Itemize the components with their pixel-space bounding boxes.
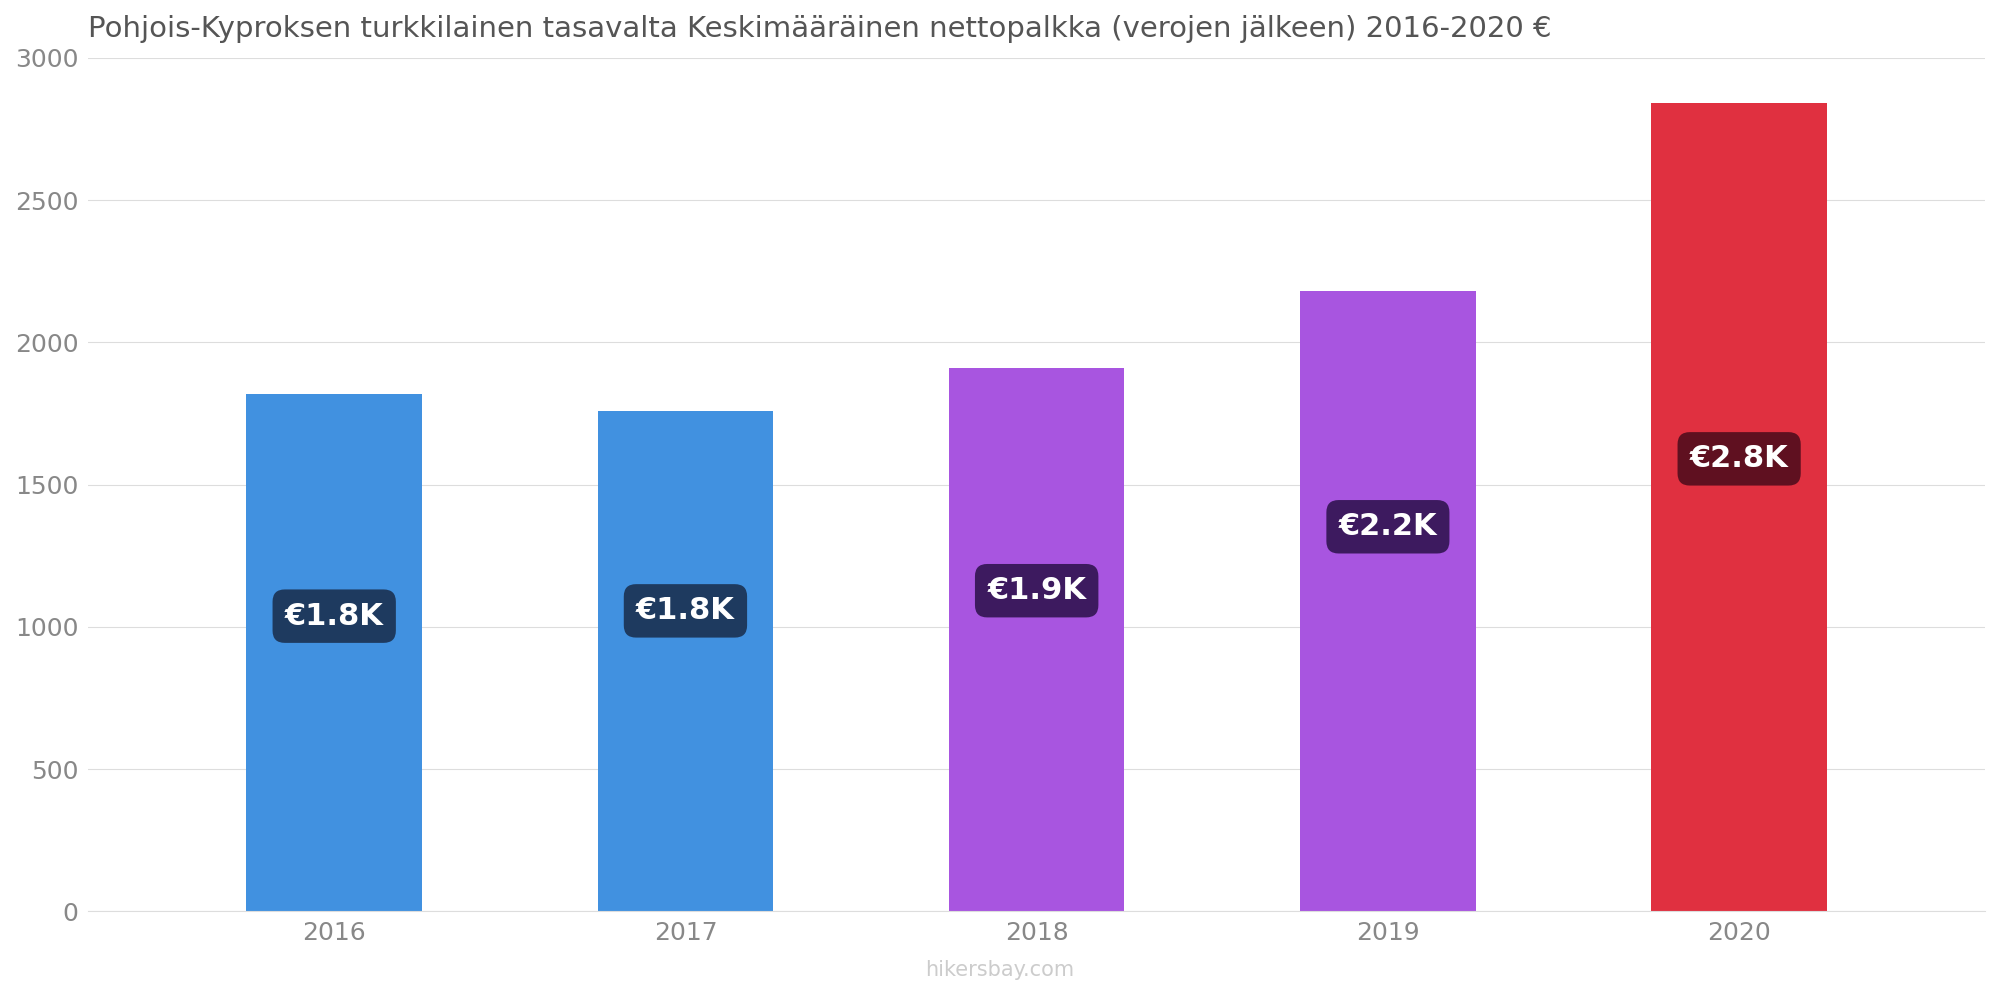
Text: hikersbay.com: hikersbay.com bbox=[926, 960, 1074, 980]
Text: €1.8K: €1.8K bbox=[284, 602, 384, 631]
Text: €2.8K: €2.8K bbox=[1690, 444, 1788, 473]
Bar bbox=[948, 368, 1124, 911]
Text: Pohjois-Kyproksen turkkilainen tasavalta Keskimääräinen nettopalkka (verojen jäl: Pohjois-Kyproksen turkkilainen tasavalta… bbox=[88, 15, 1552, 43]
Bar bbox=[598, 411, 774, 911]
Bar bbox=[246, 394, 422, 911]
Bar bbox=[1300, 291, 1476, 911]
Text: €1.8K: €1.8K bbox=[636, 596, 734, 625]
Text: €2.2K: €2.2K bbox=[1338, 512, 1438, 541]
Bar bbox=[1652, 103, 1826, 911]
Text: €1.9K: €1.9K bbox=[988, 576, 1086, 605]
